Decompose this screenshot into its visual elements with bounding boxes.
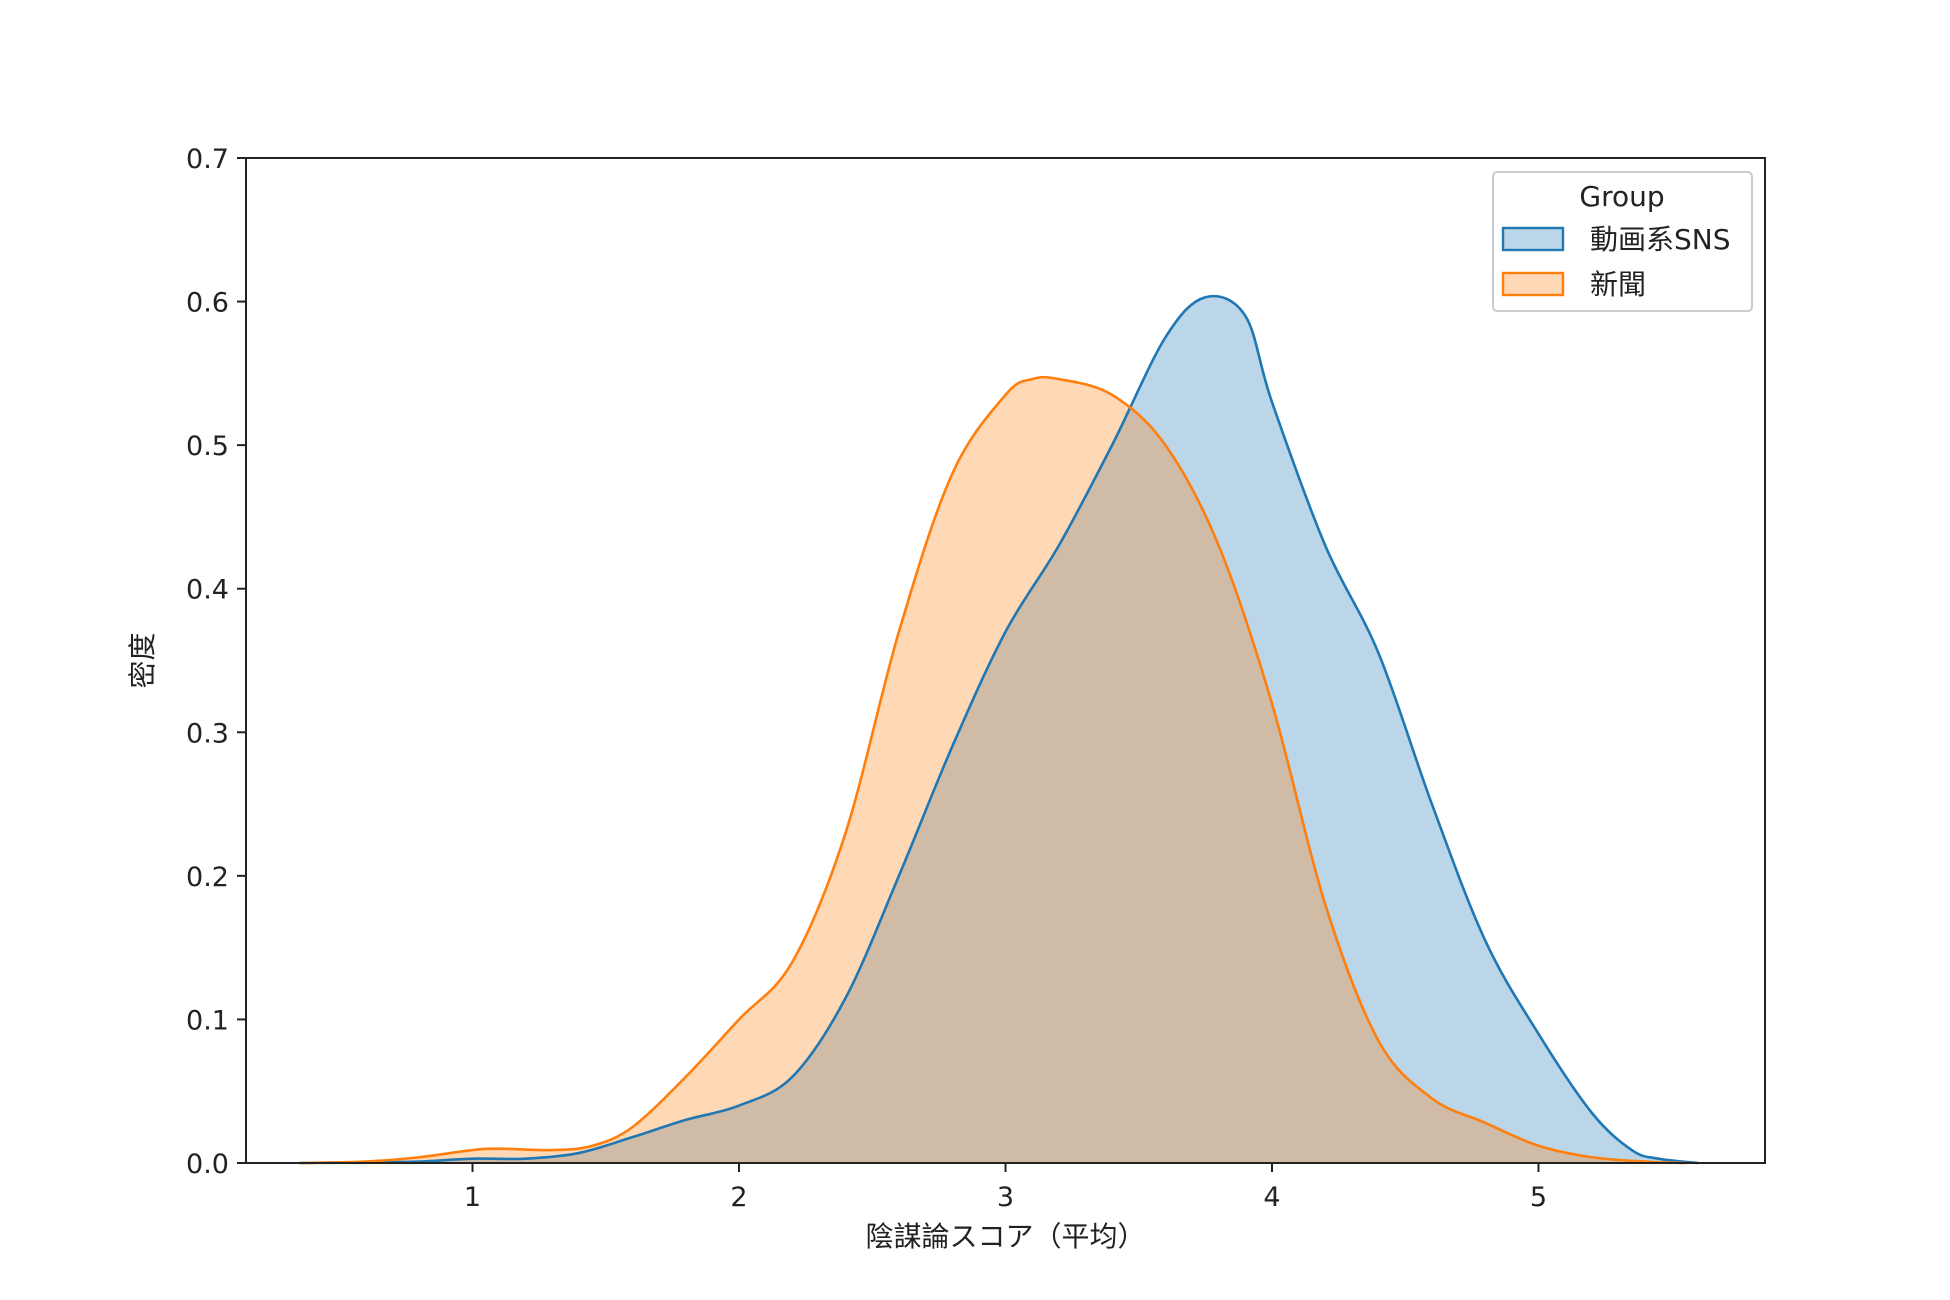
- x-tick-label: 4: [1263, 1182, 1280, 1213]
- legend-label-series-1: 動画系SNS: [1590, 223, 1731, 256]
- legend-box: [1492, 171, 1753, 312]
- density-areas: [299, 296, 1699, 1163]
- x-axis-label: 陰謀論スコア（平均）: [865, 1220, 1145, 1253]
- density-line-series-2: [299, 375, 1686, 1165]
- density-lines: [299, 294, 1699, 1165]
- legend-title: Group: [1579, 180, 1664, 213]
- x-axis-ticks: 1 2 3 4 5: [464, 1163, 1547, 1213]
- y-axis-label: 密度: [126, 632, 159, 688]
- y-tick-label: 0.5: [186, 431, 229, 462]
- legend-swatch-series-1: [1501, 226, 1565, 252]
- legend-swatch-series-2: [1501, 271, 1565, 297]
- density-line-series-1: [299, 294, 1699, 1165]
- legend-label-series-2: 新聞: [1590, 268, 1646, 301]
- y-tick-label: 0.4: [186, 575, 229, 606]
- density-area-series-1: [299, 296, 1699, 1163]
- y-tick-label: 0.7: [186, 144, 229, 175]
- legend-entries: 動画系SNS 新聞: [1501, 223, 1731, 301]
- y-tick-label: 0.6: [186, 288, 229, 319]
- x-tick-label: 3: [997, 1182, 1014, 1213]
- x-tick-label: 5: [1530, 1182, 1547, 1213]
- y-tick-label: 0.1: [186, 1005, 229, 1036]
- x-tick-label: 2: [730, 1182, 747, 1213]
- y-tick-label: 0.2: [186, 862, 229, 893]
- density-area-series-2: [299, 377, 1686, 1163]
- x-tick-label: 1: [464, 1182, 481, 1213]
- legend: Group 動画系SNS 新聞: [1492, 171, 1753, 312]
- y-axis-ticks: 0.0 0.1 0.2 0.3 0.4 0.5 0.6 0.7: [186, 144, 246, 1180]
- y-tick-label: 0.0: [186, 1149, 229, 1180]
- y-tick-label: 0.3: [186, 718, 229, 749]
